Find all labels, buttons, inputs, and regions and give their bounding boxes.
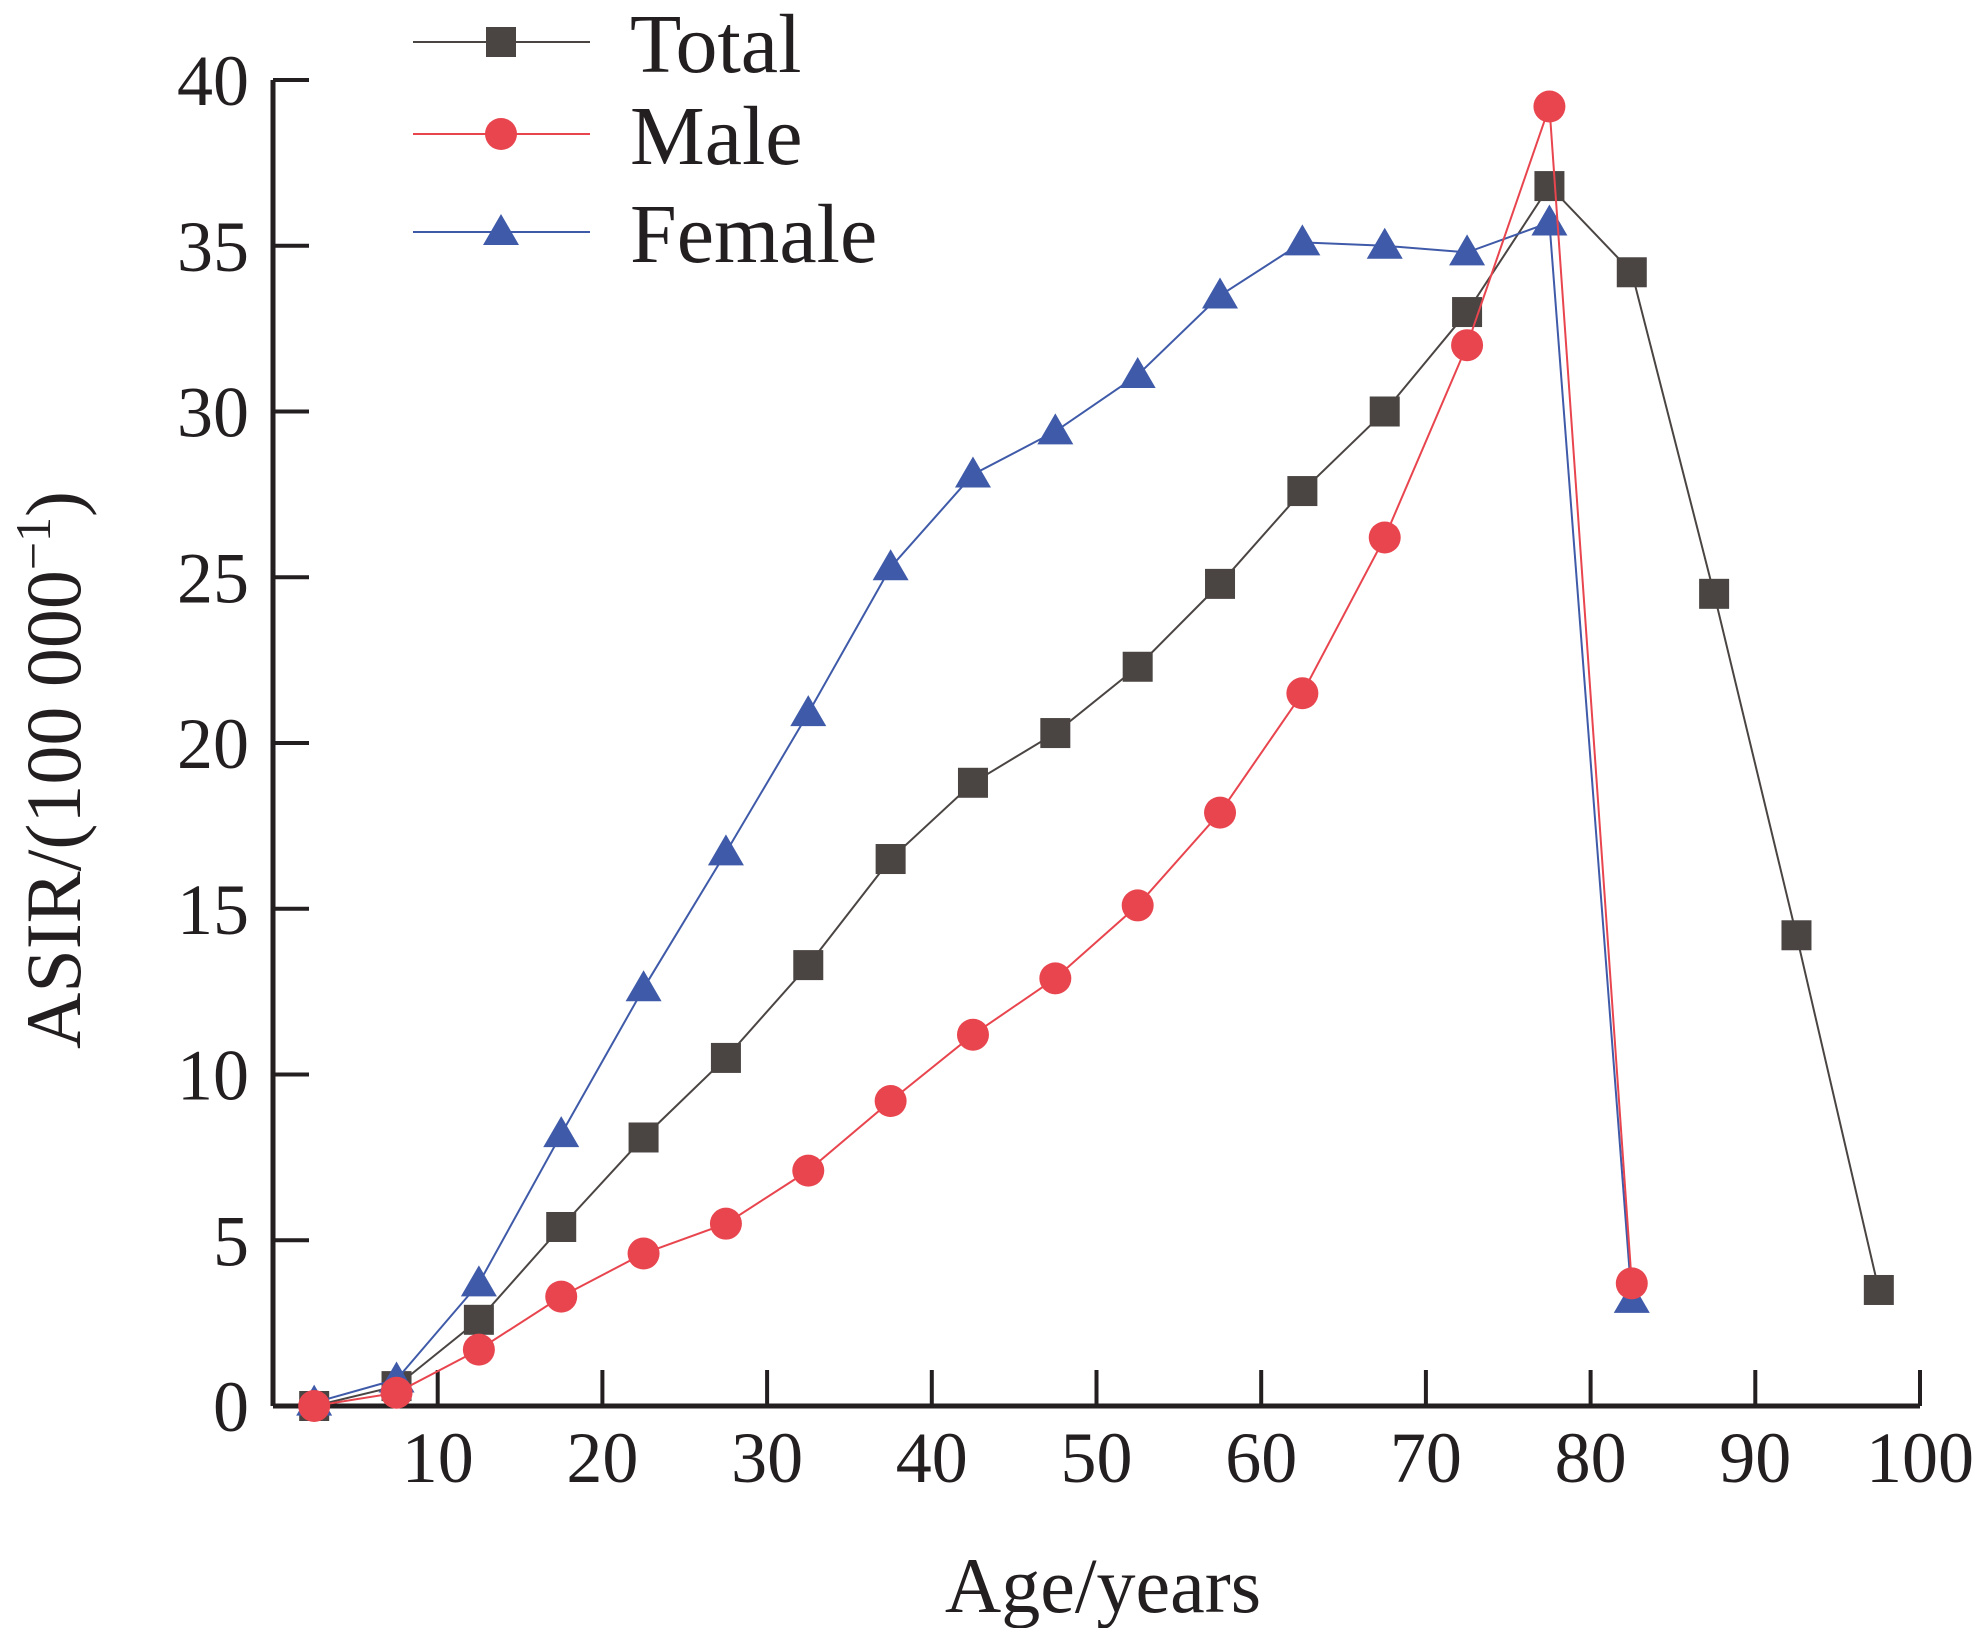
- legend-marker-female: [483, 214, 519, 245]
- series-male-point: [709, 1207, 742, 1240]
- series-total-point: [1287, 476, 1318, 507]
- series-female-point: [1119, 357, 1156, 389]
- x-tick-label: 70: [1390, 1418, 1462, 1498]
- series-female-point: [543, 1116, 580, 1148]
- series-total-point: [1040, 718, 1071, 749]
- series-male-point: [380, 1376, 413, 1409]
- legend-label-male: Male: [630, 90, 803, 183]
- series-female-point: [1284, 224, 1321, 256]
- x-tick-label: 10: [402, 1418, 474, 1498]
- series-male-point: [1533, 90, 1566, 123]
- series-female-point: [1531, 204, 1568, 236]
- series-total-point: [957, 767, 988, 798]
- series-male-point: [1121, 889, 1154, 922]
- series-male-point: [1039, 962, 1072, 995]
- series-female-point: [707, 834, 744, 866]
- y-tick-label: 15: [177, 870, 249, 950]
- series-female-point: [1449, 234, 1486, 266]
- series-male-point: [1451, 329, 1484, 362]
- series-total-point: [1699, 578, 1730, 609]
- series-male: [298, 90, 1648, 1422]
- series-total-point: [1205, 568, 1236, 599]
- series-total-point: [1863, 1274, 1894, 1305]
- y-axis-label: ASIR/(100 000−1): [5, 491, 97, 1049]
- series-total-point: [793, 950, 824, 981]
- series-male-point: [1368, 521, 1401, 554]
- series-female-point: [1202, 277, 1239, 309]
- y-tick-label: 10: [177, 1036, 249, 1116]
- series-female-point: [872, 549, 909, 581]
- x-tick-label: 50: [1061, 1418, 1133, 1498]
- series-female-point: [625, 970, 662, 1002]
- x-tick-label: 40: [896, 1418, 968, 1498]
- x-tick-label: 20: [566, 1418, 638, 1498]
- series-total-point: [1616, 257, 1647, 288]
- series-total: [299, 171, 1894, 1421]
- series-male-point: [298, 1390, 331, 1422]
- series-female-point: [460, 1265, 497, 1297]
- x-tick-label: 30: [731, 1418, 803, 1498]
- series-total-point: [1452, 297, 1483, 328]
- series-male-point: [1204, 796, 1237, 829]
- series-total-point: [875, 844, 906, 875]
- series-male-point: [874, 1085, 907, 1118]
- y-axis-label-close: ): [10, 491, 97, 517]
- legend-label-total: Total: [630, 0, 801, 91]
- y-tick-label: 5: [213, 1201, 249, 1281]
- series-total-point: [628, 1122, 659, 1153]
- y-tick-label: 0: [213, 1367, 249, 1447]
- series-female: [296, 204, 1650, 1416]
- x-tick-label: 100: [1866, 1418, 1974, 1498]
- axes: 0 5 10 15 20 25 30 35 40 10 20 30 40 50 60 70 80 90 100: [177, 41, 1974, 1498]
- legend-item-male: Male: [413, 90, 803, 183]
- series-male-point: [627, 1237, 660, 1270]
- series-male-point: [792, 1154, 825, 1187]
- legend-item-total: Total: [413, 0, 801, 91]
- series-total-point: [546, 1211, 577, 1242]
- y-tick-label: 30: [177, 373, 249, 453]
- y-axis-label-main: ASIR/(100 000: [10, 570, 97, 1049]
- series-female-point: [1366, 227, 1403, 259]
- series-male-line: [314, 106, 1633, 1407]
- series-male-point: [1286, 677, 1319, 710]
- legend-marker-male: [485, 118, 517, 150]
- series-female-point: [1037, 413, 1074, 445]
- x-tick-label: 90: [1719, 1418, 1791, 1498]
- series-male-point: [545, 1280, 578, 1313]
- series-male-point: [1615, 1267, 1648, 1300]
- series-total-point: [463, 1304, 494, 1335]
- series-total-point: [710, 1042, 741, 1073]
- legend-item-female: Female: [413, 188, 877, 281]
- y-tick-label: 25: [177, 538, 249, 618]
- series-total-point: [1534, 171, 1565, 202]
- y-tick-label: 20: [177, 704, 249, 784]
- x-tick-label: 60: [1225, 1418, 1297, 1498]
- series-total-point: [1369, 396, 1400, 427]
- series-female-line: [313, 221, 1633, 1404]
- legend-label-female: Female: [630, 188, 877, 281]
- series-total-point: [1781, 920, 1812, 951]
- series-female-point: [954, 456, 991, 488]
- series-male-point: [462, 1333, 495, 1366]
- x-tick-label: 80: [1555, 1418, 1627, 1498]
- y-axis-label-sup: −1: [5, 517, 61, 570]
- series-total-point: [1122, 651, 1153, 682]
- y-tick-label: 40: [177, 41, 249, 121]
- y-tick-label: 35: [177, 207, 249, 287]
- x-axis-label: Age/years: [945, 1542, 1261, 1628]
- series-male-point: [956, 1018, 989, 1051]
- series-layer: [296, 90, 1894, 1422]
- legend-marker-total: [486, 27, 516, 57]
- series-female-point: [790, 695, 827, 727]
